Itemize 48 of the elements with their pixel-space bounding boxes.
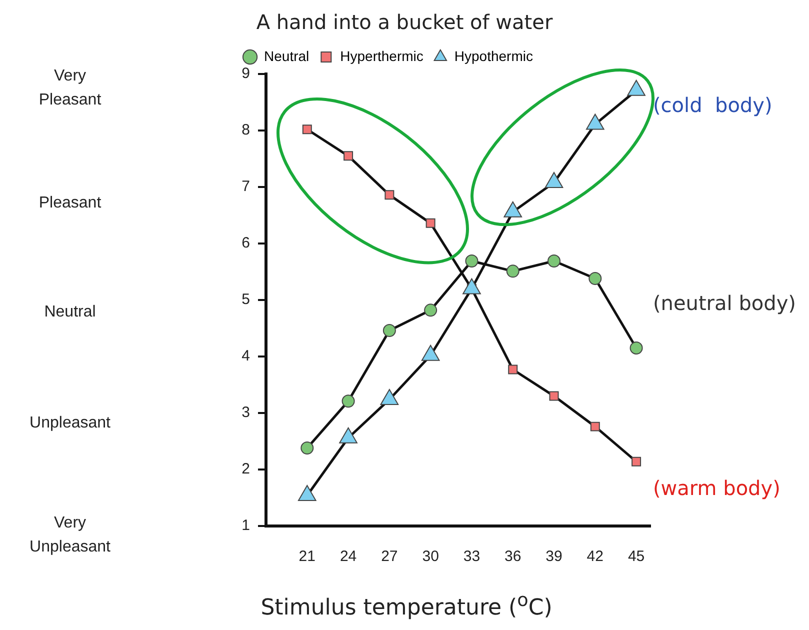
y-tick-label: 3 bbox=[242, 404, 250, 422]
x-tick-label: 36 bbox=[504, 548, 522, 566]
y-tick-label: 9 bbox=[242, 65, 250, 82]
x-tick-label: 39 bbox=[546, 548, 562, 566]
chart-title: A hand into a bucket of water bbox=[255, 10, 554, 34]
point bbox=[590, 422, 600, 432]
x-tick-label: 33 bbox=[463, 548, 480, 566]
x-tick-label: 21 bbox=[298, 548, 316, 566]
y-tick-label: 7 bbox=[242, 178, 250, 196]
point bbox=[632, 456, 642, 466]
point bbox=[382, 324, 396, 338]
text: (neutral body) bbox=[653, 291, 796, 316]
legend-label: Hypothermic bbox=[454, 48, 533, 64]
point bbox=[426, 218, 436, 228]
y-tick-label: 6 bbox=[242, 234, 250, 252]
point bbox=[424, 304, 438, 317]
legend-label: Neutral bbox=[264, 48, 310, 64]
y-tick-label: 2 bbox=[242, 460, 250, 478]
point bbox=[300, 442, 314, 455]
point bbox=[549, 391, 559, 401]
x-tick-label: 30 bbox=[422, 548, 439, 566]
x-tick-label: 27 bbox=[381, 548, 398, 566]
text: Unpleasant bbox=[30, 414, 112, 432]
text: Very Pleasant bbox=[38, 67, 102, 108]
y-tick-label: 1 bbox=[242, 517, 250, 534]
x-tick-label: 24 bbox=[340, 548, 357, 566]
y-tick-label: 5 bbox=[242, 291, 250, 308]
legend-label: Hyperthermic bbox=[340, 48, 424, 64]
y-tick-label: 8 bbox=[242, 122, 250, 139]
point bbox=[630, 342, 643, 355]
point bbox=[465, 254, 478, 268]
point bbox=[506, 264, 520, 278]
point bbox=[302, 124, 312, 134]
text: Very Unpleasant bbox=[30, 514, 112, 556]
text: (warm body) bbox=[653, 476, 780, 500]
point bbox=[384, 190, 394, 200]
text: (cold body) bbox=[653, 93, 772, 118]
point bbox=[588, 272, 602, 286]
x-tick-label: 45 bbox=[628, 548, 645, 566]
point bbox=[342, 394, 355, 408]
y-tick-label: 4 bbox=[242, 348, 250, 365]
x-axis-title: Stimulus temperature ($^{o}$C) bbox=[260, 590, 554, 620]
text: Neutral bbox=[44, 303, 96, 320]
text: Pleasant bbox=[38, 194, 102, 212]
point bbox=[344, 151, 354, 161]
x-tick-label: 42 bbox=[586, 548, 604, 566]
point bbox=[548, 254, 560, 268]
point bbox=[508, 364, 518, 374]
